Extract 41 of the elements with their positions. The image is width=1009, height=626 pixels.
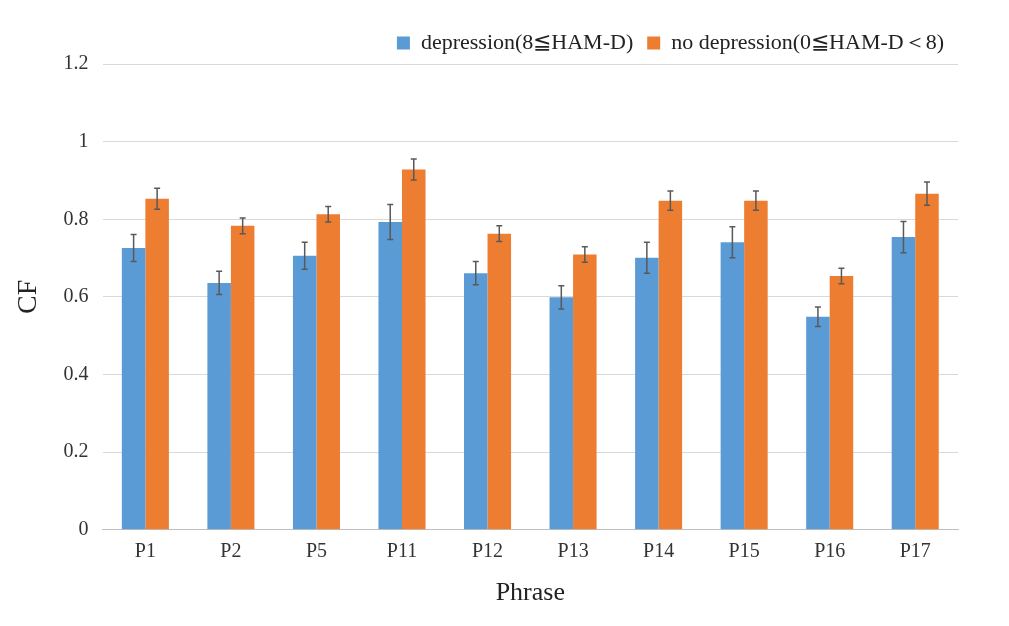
bar <box>121 247 146 530</box>
legend-label: no depression(0≦HAM-D＜8) <box>671 28 944 54</box>
x-tick-label: P1 <box>134 539 156 562</box>
x-axis-title: Phrase <box>495 577 565 607</box>
bar <box>292 255 317 530</box>
bar <box>806 316 830 530</box>
y-tick-label: 1 <box>78 128 89 151</box>
x-tick-label: P17 <box>899 539 931 562</box>
bar <box>316 214 340 530</box>
bar <box>891 237 916 530</box>
y-axis-title: CF <box>11 279 43 315</box>
bar <box>720 242 745 530</box>
y-tick-label: 0.4 <box>63 361 89 384</box>
bar <box>378 221 402 530</box>
y-tick-label: 1.2 <box>63 51 89 74</box>
x-tick-label: P13 <box>557 539 589 562</box>
bar <box>658 200 683 530</box>
x-tick-label: P12 <box>471 539 504 562</box>
bar <box>401 169 426 530</box>
bar <box>207 282 231 530</box>
x-tick-label: P15 <box>728 539 760 562</box>
x-tick-label: P2 <box>220 539 242 562</box>
bar <box>145 198 169 530</box>
x-tick-label: P11 <box>386 539 418 562</box>
bar <box>915 193 939 530</box>
x-tick-label: P16 <box>814 539 846 562</box>
bar <box>635 257 659 530</box>
bar <box>549 297 574 530</box>
bar <box>829 275 854 530</box>
y-tick-label: 0.2 <box>63 439 89 462</box>
x-tick-label: P5 <box>305 539 328 562</box>
y-tick-label: 0.8 <box>63 206 89 229</box>
y-tick-label: 0.6 <box>63 284 89 307</box>
bar <box>573 254 597 530</box>
bar <box>487 233 512 530</box>
x-tick-label: P14 <box>643 539 675 562</box>
bar <box>744 200 768 530</box>
bar <box>464 273 488 530</box>
y-tick-label: 0 <box>78 517 89 540</box>
bar <box>230 225 255 530</box>
legend-label: depression(8≦HAM-D) <box>420 28 634 54</box>
